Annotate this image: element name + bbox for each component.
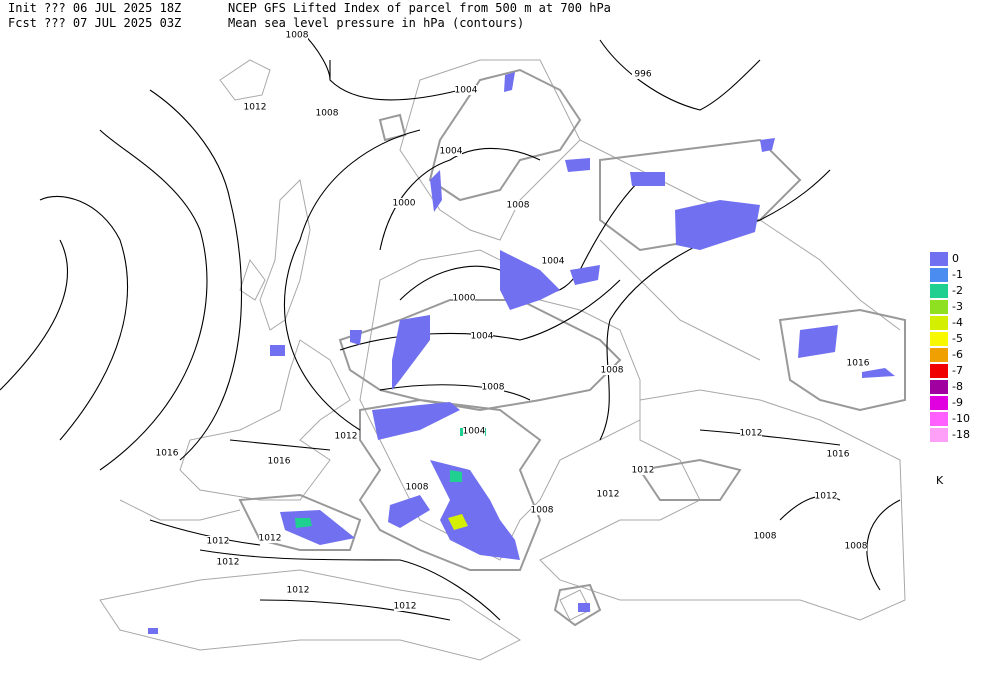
contour-label: 1008 [507,201,530,211]
contour-label-bg [455,85,477,95]
contour-label: 1012 [244,103,267,113]
map-subtitle: Mean sea level pressure in hPa (contours… [228,16,524,30]
contour-label: 1004 [471,332,494,342]
legend-swatch [930,380,948,394]
legend-swatch [930,364,948,378]
legend-swatch [930,412,948,426]
legend-swatch [930,316,948,330]
contour-label: 1016 [827,450,850,460]
contour-label-bg [827,449,849,459]
contour-label: 1008 [316,109,339,119]
contour-label: 1008 [754,532,777,542]
contour-label-bg [601,365,623,375]
legend-swatch [930,428,948,442]
contour-label: 1012 [217,558,240,568]
init-label: Init [8,1,37,15]
contour-label: 1004 [455,86,478,96]
fcst-label: Fcst [8,16,37,30]
contour-label-bg [471,331,493,341]
contour-label: 1012 [815,492,838,502]
contour-label: 1004 [542,257,565,267]
legend-label: 0 [952,252,959,265]
contour-label-bg [754,531,776,541]
contour-label-bg [440,146,462,156]
init-time: ??? 06 JUL 2025 18Z [44,1,181,15]
legend-label: -6 [952,348,963,361]
contour-label-bg [207,536,229,546]
contour-label-bg [632,465,654,475]
contour-label-bg [287,585,309,595]
contour-label: 1008 [482,383,505,393]
legend-label: -18 [952,428,970,441]
contour-label: 1012 [740,429,763,439]
contour-label-bg [156,448,178,458]
contour-label-bg [244,102,266,112]
contour-label: 1012 [287,586,310,596]
contour-label-bg [740,428,762,438]
legend-label: -2 [952,284,963,297]
contour-label: 1012 [632,466,655,476]
fcst-time: ??? 07 JUL 2025 03Z [44,16,181,30]
contour-label-bg [507,200,529,210]
legend-unit: K [936,474,944,487]
contour-label-bg [393,198,415,208]
contour-label-bg [531,505,553,515]
contour-label-bg [268,456,290,466]
contour-label-bg [406,482,428,492]
contour-label-bg [316,108,338,118]
contour-label: 1000 [453,294,476,304]
coastlines [99,59,906,661]
map-title: NCEP GFS Lifted Index of parcel from 500… [228,1,611,15]
legend-label: -10 [952,412,970,425]
contour-label-bg [463,426,485,436]
legend-label: -7 [952,364,963,377]
legend-swatch [930,348,948,362]
contour-label: 1008 [286,31,309,41]
contour-label-bg [845,541,867,551]
contour-label-bg [597,489,619,499]
contour-label: 1016 [268,457,291,467]
contour-label: 1012 [394,602,417,612]
legend-label: -8 [952,380,963,393]
contour-label: 1012 [259,534,282,544]
legend-label: -1 [952,268,963,281]
contour-label-bg [542,256,564,266]
legend-swatch [930,268,948,282]
contour-label-bg [453,293,475,303]
contour-label-bg [815,491,837,501]
contour-label: 996 [634,70,651,80]
contour-label-bg [335,431,357,441]
legend-label: -9 [952,396,963,409]
pressure-isobars [0,29,901,621]
contour-label: 1008 [601,366,624,376]
contour-label-bg [847,358,869,368]
contour-label-bg [259,533,281,543]
contour-label: 1000 [393,199,416,209]
legend-label: -4 [952,316,963,329]
unstable-areas [148,72,895,634]
contour-label: 1012 [207,537,230,547]
legend-swatch [930,332,948,346]
contour-label: 1004 [440,147,463,157]
contour-label: 1016 [847,359,870,369]
contour-label: 1008 [845,542,868,552]
contour-label: 1016 [156,449,179,459]
legend-label: -5 [952,332,963,345]
legend-label: -3 [952,300,963,313]
contour-label-bg [286,30,308,40]
contour-label: 1004 [463,427,486,437]
contour-label: 1008 [406,483,429,493]
contour-label-bg [394,601,416,611]
contour-label: 1012 [335,432,358,442]
contour-label: 1008 [531,506,554,516]
contour-label-bg [482,382,504,392]
contour-label-bg [217,557,239,567]
contour-label-bg [632,69,654,79]
legend-swatch [930,300,948,314]
legend-swatch [930,252,948,266]
legend-swatch [930,284,948,298]
contour-label: 1012 [597,490,620,500]
legend-swatch [930,396,948,410]
